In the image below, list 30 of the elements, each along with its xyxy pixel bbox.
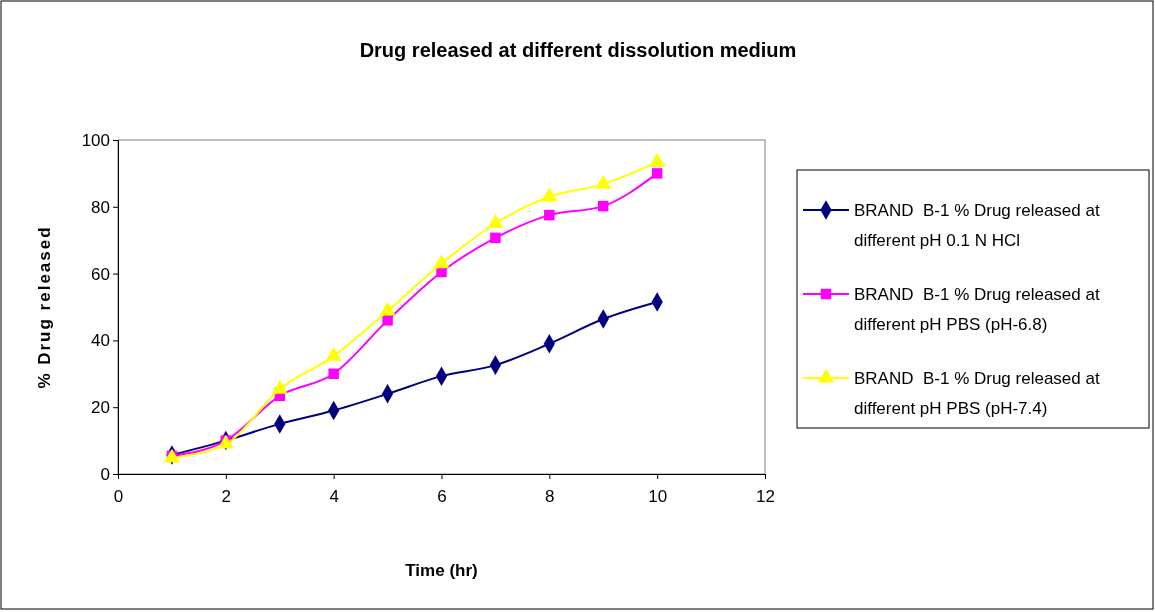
x-tick-label: 2 — [221, 487, 232, 507]
point — [649, 152, 666, 167]
legend-label: BRAND B-1 % Drug released at different pH PBS (pH-6.8) — [854, 285, 1100, 334]
y-tick-label: 20 — [91, 398, 110, 418]
x-tick-label: 12 — [756, 487, 775, 507]
x-tick-label: 4 — [329, 487, 339, 507]
x-axis-title: Time (hr) — [405, 561, 478, 580]
y-tick-label: 40 — [91, 331, 110, 351]
legend-label: BRAND B-1 % Drug released at different pH 0.1 N HCl — [854, 201, 1100, 250]
x-tick-label: 8 — [545, 487, 555, 507]
y-tick-label: 100 — [81, 130, 110, 150]
x-tick-label: 10 — [648, 487, 668, 507]
point — [595, 174, 612, 189]
point — [487, 214, 504, 229]
point — [382, 315, 393, 326]
point — [544, 209, 555, 221]
point — [651, 168, 663, 179]
point — [328, 368, 339, 380]
point — [598, 200, 609, 212]
point — [490, 232, 501, 244]
x-tick-label: 6 — [437, 487, 447, 507]
y-tick-label: 80 — [91, 197, 110, 217]
legend-label: BRAND B-1 % Drug released at different pH PBS (pH-7.4) — [854, 369, 1100, 418]
chart-title: Drug released at different dissolution medium — [359, 39, 797, 61]
y-axis-title: % Drug released — [35, 225, 54, 389]
x-tick-label: 0 — [113, 487, 124, 507]
point — [541, 187, 558, 202]
y-tick-label: 0 — [100, 464, 110, 484]
point — [433, 254, 450, 269]
y-tick-label: 60 — [91, 264, 110, 284]
